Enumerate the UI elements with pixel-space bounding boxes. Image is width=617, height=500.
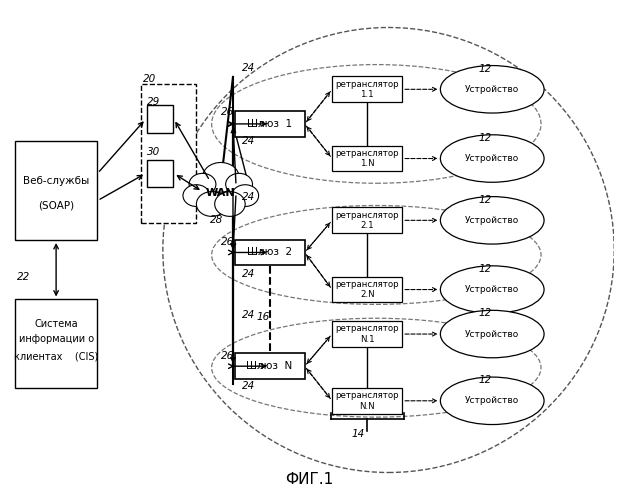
Text: ретранслятор
1.N: ретранслятор 1.N xyxy=(336,149,399,168)
Text: Устройство: Устройство xyxy=(465,396,520,406)
Text: WAN: WAN xyxy=(206,188,236,198)
Text: ретранслятор
2.N: ретранслятор 2.N xyxy=(336,280,399,299)
Bar xyxy=(332,388,402,413)
Text: информации о: информации о xyxy=(19,334,94,344)
Text: Устройство: Устройство xyxy=(465,85,520,94)
Ellipse shape xyxy=(441,266,544,314)
Text: 26: 26 xyxy=(221,351,234,361)
Bar xyxy=(147,160,173,187)
Circle shape xyxy=(202,162,239,192)
Text: Устройство: Устройство xyxy=(465,154,520,163)
Circle shape xyxy=(196,192,227,216)
Text: 12: 12 xyxy=(479,194,492,204)
Text: 24: 24 xyxy=(242,310,255,320)
Text: 12: 12 xyxy=(479,133,492,143)
Text: Шлюз  1: Шлюз 1 xyxy=(247,119,292,129)
Bar xyxy=(332,146,402,172)
Text: 20: 20 xyxy=(143,74,157,85)
Text: 14: 14 xyxy=(352,430,365,440)
Text: 28: 28 xyxy=(210,216,224,226)
Bar xyxy=(332,208,402,233)
Text: 26: 26 xyxy=(221,106,234,117)
Ellipse shape xyxy=(441,377,544,424)
Bar xyxy=(15,141,97,240)
Circle shape xyxy=(189,174,216,195)
Circle shape xyxy=(183,184,210,206)
Text: ФИГ.1: ФИГ.1 xyxy=(285,472,333,488)
Circle shape xyxy=(215,192,245,216)
Ellipse shape xyxy=(441,66,544,113)
Text: 12: 12 xyxy=(479,375,492,385)
Bar xyxy=(234,111,305,137)
Text: 26: 26 xyxy=(221,237,234,247)
Text: ретранслятор
N.N: ретранслятор N.N xyxy=(336,391,399,410)
Ellipse shape xyxy=(441,310,544,358)
Text: Веб-службы: Веб-службы xyxy=(23,176,89,186)
Text: клиентах    (CIS): клиентах (CIS) xyxy=(14,352,98,362)
Text: 12: 12 xyxy=(479,264,492,274)
Bar xyxy=(141,84,196,223)
Bar xyxy=(332,76,402,102)
Ellipse shape xyxy=(441,196,544,244)
Bar xyxy=(234,354,305,379)
Text: 24: 24 xyxy=(242,381,255,391)
Text: 24: 24 xyxy=(242,136,255,146)
Text: Устройство: Устройство xyxy=(465,216,520,225)
Text: 22: 22 xyxy=(17,272,30,282)
Ellipse shape xyxy=(441,135,544,182)
Text: Система: Система xyxy=(35,319,78,329)
Text: (SOAP): (SOAP) xyxy=(38,200,74,210)
Text: 12: 12 xyxy=(479,64,492,74)
Text: 30: 30 xyxy=(147,147,160,157)
Bar xyxy=(15,300,97,388)
Text: 16: 16 xyxy=(256,312,270,322)
Text: 29: 29 xyxy=(147,96,160,106)
Text: 12: 12 xyxy=(479,308,492,318)
Text: Шлюз  N: Шлюз N xyxy=(246,361,292,371)
Text: Устройство: Устройство xyxy=(465,285,520,294)
Text: Устройство: Устройство xyxy=(465,330,520,338)
Text: Шлюз  2: Шлюз 2 xyxy=(247,248,292,258)
Bar xyxy=(147,106,173,132)
Text: 24: 24 xyxy=(242,63,255,73)
Text: 24: 24 xyxy=(242,268,255,278)
Text: 24: 24 xyxy=(242,192,255,202)
Text: ретранслятор
2.1: ретранслятор 2.1 xyxy=(336,210,399,230)
Circle shape xyxy=(226,174,252,195)
Text: ретранслятор
1.1: ретранслятор 1.1 xyxy=(336,80,399,99)
Bar xyxy=(332,321,402,347)
Bar xyxy=(234,240,305,266)
Text: ретранслятор
N.1: ретранслятор N.1 xyxy=(336,324,399,344)
Bar xyxy=(332,276,402,302)
Circle shape xyxy=(232,184,259,206)
